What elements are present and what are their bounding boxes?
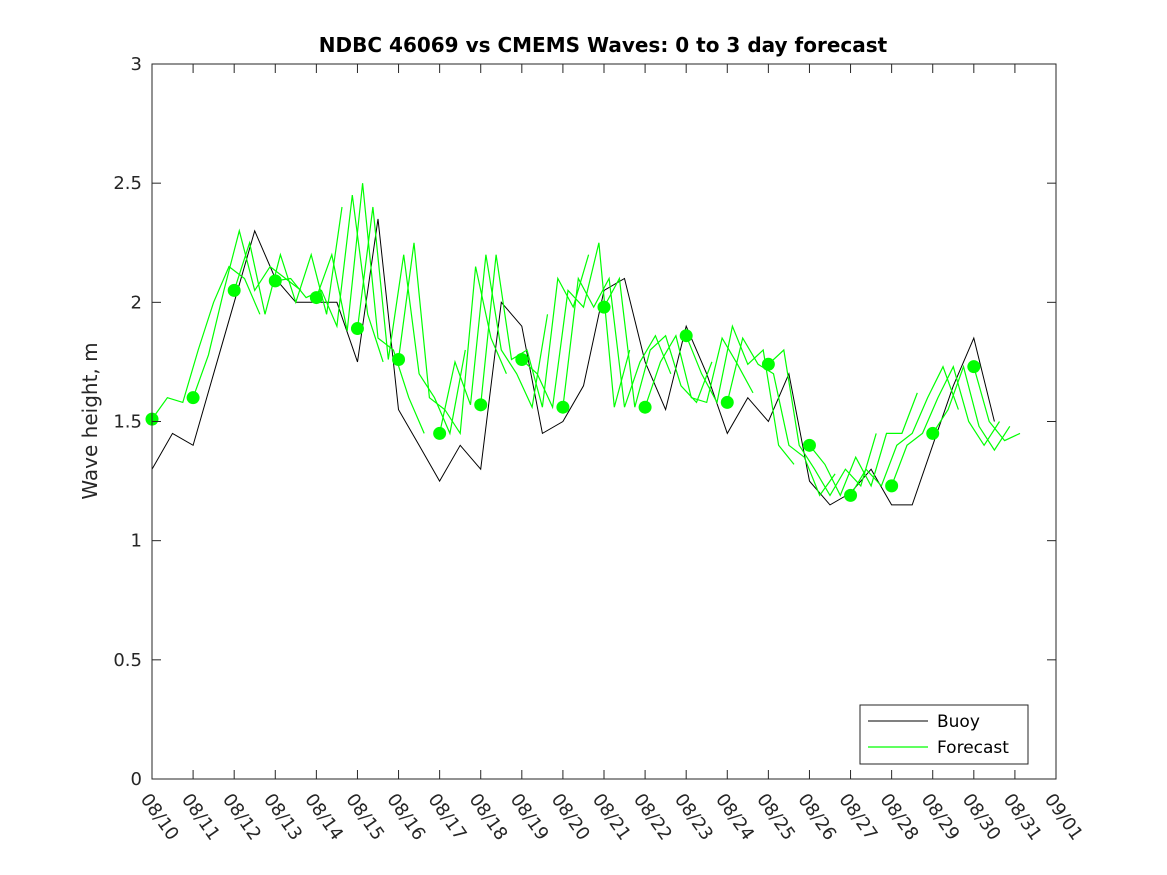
- forecast-marker: [556, 400, 570, 414]
- x-tick-label: 08/20: [547, 790, 594, 845]
- y-tick-label: 1: [131, 531, 142, 552]
- y-tick-label: 1.5: [113, 412, 142, 433]
- forecast-marker: [885, 479, 899, 493]
- forecast-marker: [186, 391, 200, 405]
- chart-title: NDBC 46069 vs CMEMS Waves: 0 to 3 day fo…: [319, 33, 888, 57]
- forecast-marker: [392, 353, 406, 367]
- legend-forecast-label: Forecast: [937, 738, 1009, 758]
- forecast-marker: [433, 426, 447, 440]
- legend-buoy-label: Buoy: [937, 712, 980, 732]
- series-forecast-run-7: [439, 254, 549, 434]
- x-tick-label: 08/25: [752, 790, 799, 845]
- forecast-marker: [350, 322, 364, 336]
- series-forecast-run-4: [315, 183, 425, 434]
- legend: Buoy Forecast: [859, 704, 1029, 765]
- series-forecast-run-1: [192, 228, 302, 398]
- x-tick-label: 08/22: [629, 790, 676, 845]
- forecast-marker: [761, 357, 775, 371]
- x-tick-label: 08/17: [424, 790, 471, 845]
- series-forecast-run-19: [932, 364, 1011, 452]
- forecast-marker: [926, 426, 940, 440]
- x-tick-label: 08/23: [670, 790, 717, 845]
- series-forecast-run-13: [685, 324, 795, 465]
- x-tick-label: 08/15: [341, 790, 388, 845]
- y-tick-label: 0: [131, 769, 142, 790]
- forecast-marker: [720, 395, 734, 409]
- forecast-marker: [309, 291, 323, 305]
- series-forecast-run-8: [480, 254, 590, 408]
- series-forecast-run-14: [726, 336, 836, 497]
- y-tick-label: 3: [131, 54, 142, 75]
- y-axis-label: Wave height, m: [78, 342, 102, 499]
- series-forecast-run-11: [603, 276, 713, 408]
- x-tick-label: 08/10: [136, 790, 183, 845]
- x-tick-label: 08/19: [506, 790, 553, 845]
- x-tick-label: 09/01: [1040, 790, 1087, 845]
- y-tick-label: 2.5: [113, 173, 142, 194]
- forecast-marker: [638, 400, 652, 414]
- series-forecast-run-16: [809, 392, 918, 497]
- y-axis: 0 0.5 1 1.5 2 2.5 3: [113, 54, 1056, 790]
- x-tick-label: 08/16: [382, 790, 429, 845]
- x-tick-label: 08/28: [876, 790, 923, 845]
- forecast-marker: [802, 438, 816, 452]
- forecast-marker: [474, 398, 488, 412]
- series-forecast-run-18: [891, 365, 1001, 487]
- series-forecast-run-5: [356, 206, 466, 436]
- forecast-marker: [227, 283, 241, 297]
- x-tick-label: 08/26: [793, 790, 840, 845]
- plot-area: [152, 64, 1056, 779]
- x-tick-label: 08/21: [588, 790, 635, 845]
- forecast-marker: [597, 300, 611, 314]
- y-tick-label: 0.5: [113, 650, 142, 671]
- x-tick-label: 08/29: [917, 790, 964, 845]
- series-forecast-run-17: [849, 365, 959, 496]
- x-tick-label: 08/27: [834, 790, 881, 845]
- x-tick-label: 08/24: [711, 790, 758, 845]
- legend-box: [859, 704, 1029, 765]
- plot-marks: [145, 183, 1021, 506]
- forecast-marker: [679, 329, 693, 343]
- x-tick-label: 08/18: [465, 790, 512, 845]
- y-tick-label: 2: [131, 292, 142, 313]
- series-forecast-run-0: [151, 265, 261, 420]
- x-tick-label: 08/11: [177, 790, 224, 845]
- x-tick-label: 08/31: [999, 790, 1046, 845]
- series-forecast-run-10: [562, 276, 672, 408]
- x-tick-label: 08/14: [300, 790, 347, 845]
- forecast-marker: [268, 274, 282, 288]
- x-tick-label: 08/30: [958, 790, 1005, 845]
- x-tick-label: 08/12: [218, 790, 265, 845]
- forecast-marker: [515, 353, 529, 367]
- series-forecast-run-3: [275, 195, 384, 363]
- forecast-marker: [844, 488, 858, 502]
- series-forecast-run-20: [973, 366, 1021, 442]
- x-tick-label: 08/13: [259, 790, 306, 845]
- forecast-marker: [967, 360, 981, 374]
- series-forecast-run-12: [644, 334, 754, 408]
